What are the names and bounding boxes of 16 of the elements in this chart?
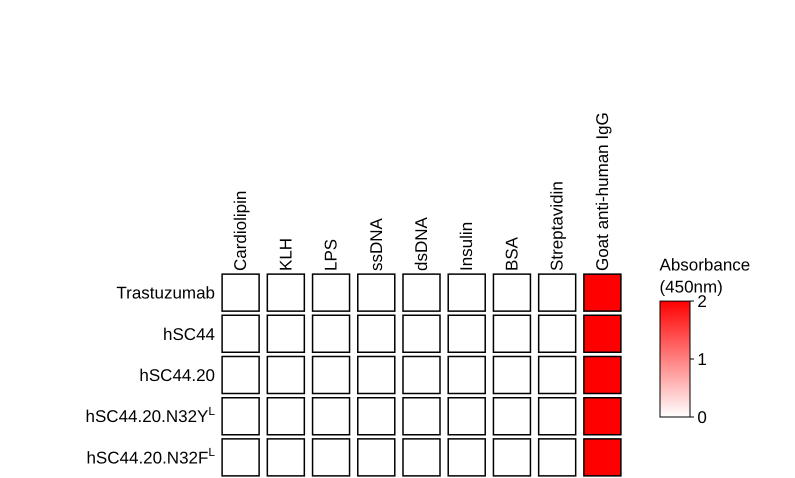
y-tick-label: hSC44 xyxy=(163,324,215,344)
x-tick-label: KLH xyxy=(276,238,296,271)
x-tick-label: Goat anti-human IgG xyxy=(592,112,612,271)
color-bar-label: 1 xyxy=(697,350,707,369)
y-tick-label: Trastuzumab xyxy=(116,284,215,303)
y-tick-label: hSC44.20.N32F$^{L}$ xyxy=(86,445,216,468)
color-bar-label: 0 xyxy=(697,408,707,427)
x-tick-label: Insulin xyxy=(457,222,476,271)
x-tick-label: BSA xyxy=(502,236,522,271)
x-tick-label: ssDNA xyxy=(366,217,386,271)
y-tick-label: hSC44.20.N32Y$^{L}$ xyxy=(86,404,216,426)
x-tick-label: Cardiolipin xyxy=(231,190,250,271)
x-tick-label: dsDNA xyxy=(412,216,432,271)
y-tick-label: hSC44.20 xyxy=(139,366,215,385)
x-tick-label: LPS xyxy=(322,238,341,271)
x-tick-label: Streptavidin xyxy=(548,181,567,271)
